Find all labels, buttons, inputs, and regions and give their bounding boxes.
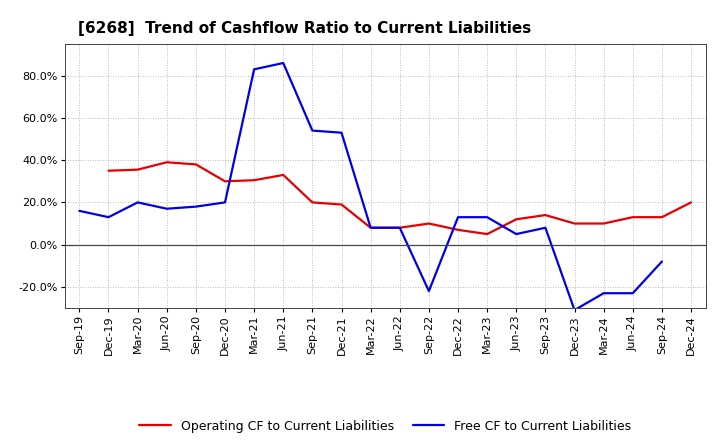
Operating CF to Current Liabilities (483, 231, 492, 237)
Free CF to Current Liabilities (599, 290, 608, 296)
Free CF to Current Liabilities (570, 308, 579, 313)
Free CF to Current Liabilities (250, 67, 258, 72)
Operating CF to Current Liabilities (512, 216, 521, 222)
Operating CF to Current Liabilities (192, 162, 200, 167)
Free CF to Current Liabilities (220, 200, 229, 205)
Operating CF to Current Liabilities (220, 179, 229, 184)
Free CF to Current Liabilities (75, 208, 84, 213)
Operating CF to Current Liabilities (395, 225, 404, 231)
Free CF to Current Liabilities (657, 259, 666, 264)
Free CF to Current Liabilities (366, 225, 375, 231)
Line: Free CF to Current Liabilities: Free CF to Current Liabilities (79, 63, 662, 310)
Operating CF to Current Liabilities (133, 167, 142, 172)
Operating CF to Current Liabilities (250, 178, 258, 183)
Operating CF to Current Liabilities (163, 160, 171, 165)
Operating CF to Current Liabilities (541, 213, 550, 218)
Free CF to Current Liabilities (454, 215, 462, 220)
Free CF to Current Liabilities (104, 215, 113, 220)
Free CF to Current Liabilities (192, 204, 200, 209)
Operating CF to Current Liabilities (599, 221, 608, 226)
Free CF to Current Liabilities (133, 200, 142, 205)
Free CF to Current Liabilities (308, 128, 317, 133)
Operating CF to Current Liabilities (279, 172, 287, 178)
Operating CF to Current Liabilities (657, 215, 666, 220)
Operating CF to Current Liabilities (570, 221, 579, 226)
Free CF to Current Liabilities (163, 206, 171, 211)
Free CF to Current Liabilities (541, 225, 550, 231)
Free CF to Current Liabilities (483, 215, 492, 220)
Operating CF to Current Liabilities (687, 200, 696, 205)
Free CF to Current Liabilities (512, 231, 521, 237)
Free CF to Current Liabilities (279, 60, 287, 66)
Operating CF to Current Liabilities (337, 202, 346, 207)
Operating CF to Current Liabilities (425, 221, 433, 226)
Text: [6268]  Trend of Cashflow Ratio to Current Liabilities: [6268] Trend of Cashflow Ratio to Curren… (78, 21, 531, 36)
Free CF to Current Liabilities (629, 290, 637, 296)
Operating CF to Current Liabilities (308, 200, 317, 205)
Free CF to Current Liabilities (425, 289, 433, 294)
Free CF to Current Liabilities (395, 225, 404, 231)
Legend: Operating CF to Current Liabilities, Free CF to Current Liabilities: Operating CF to Current Liabilities, Fre… (135, 414, 636, 437)
Operating CF to Current Liabilities (629, 215, 637, 220)
Line: Operating CF to Current Liabilities: Operating CF to Current Liabilities (109, 162, 691, 234)
Operating CF to Current Liabilities (366, 225, 375, 231)
Operating CF to Current Liabilities (454, 227, 462, 232)
Operating CF to Current Liabilities (104, 168, 113, 173)
Free CF to Current Liabilities (337, 130, 346, 136)
